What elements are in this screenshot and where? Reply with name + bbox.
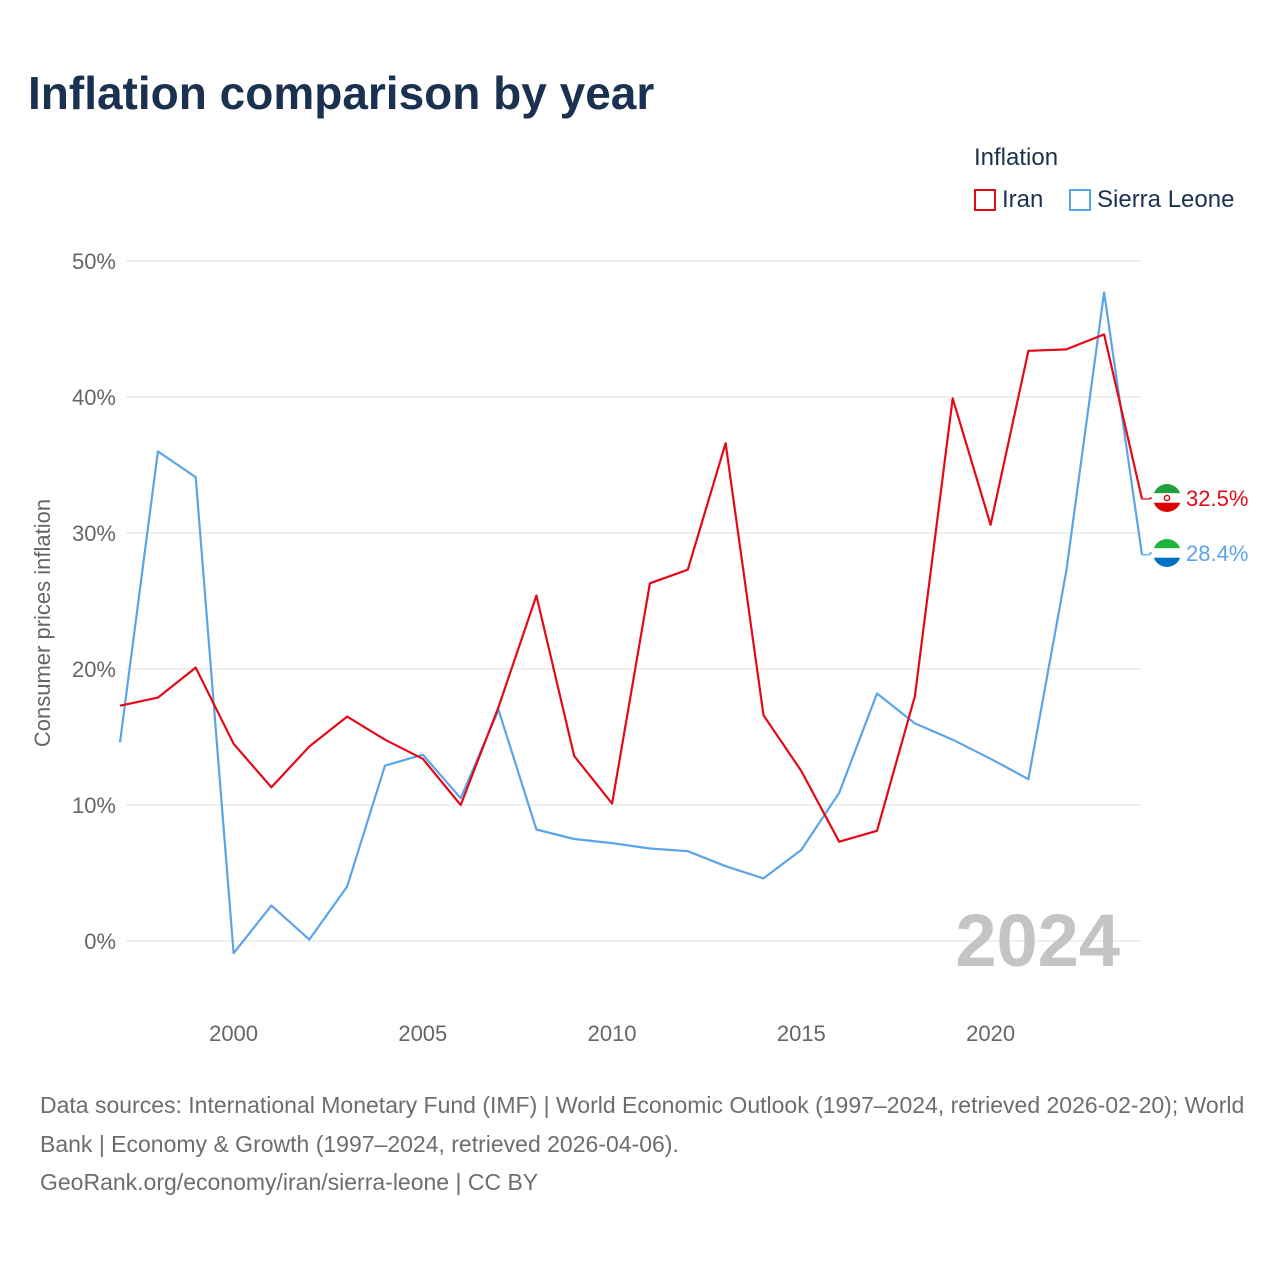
legend-title: Inflation <box>974 144 1059 171</box>
legend-item-iran[interactable]: Iran <box>974 186 1043 214</box>
x-tick-label: 2005 <box>398 1021 447 1046</box>
legend-label-iran: Iran <box>1002 186 1044 213</box>
x-tick-label: 2015 <box>777 1021 826 1046</box>
source-note: Data sources: International Monetary Fun… <box>40 1086 1250 1202</box>
x-tick-label: 2000 <box>209 1021 258 1046</box>
legend-swatch-sierra-leone <box>1069 189 1091 211</box>
year-watermark: 2024 <box>955 899 1120 982</box>
y-tick-label: 40% <box>72 385 116 410</box>
y-tick-label: 10% <box>72 793 116 818</box>
legend-swatch-iran <box>974 189 996 211</box>
source-text: Data sources: International Monetary Fun… <box>40 1092 1245 1157</box>
end-label-connector <box>1142 552 1152 556</box>
series-line-sierra-leone[interactable] <box>118 291 1144 955</box>
y-tick-label: 0% <box>84 929 116 954</box>
legend-label-sierra-leone: Sierra Leone <box>1097 186 1235 213</box>
y-tick-label: 50% <box>72 249 116 274</box>
x-tick-label: 2010 <box>588 1021 637 1046</box>
end-value-label-iran: 32.5% <box>1186 486 1248 511</box>
end-value-label-sierra-leone: 28.4% <box>1186 541 1248 566</box>
series-line-iran[interactable] <box>119 333 1144 843</box>
y-tick-label: 20% <box>72 657 116 682</box>
line-chart: 0% 10% 20% 30% 40% 50% 2000 2005 2010 2015 2020 Co… <box>30 249 1248 1046</box>
page-title: Inflation comparison by year <box>28 67 655 119</box>
y-tick-label: 30% <box>72 521 116 546</box>
y-axis-label: Consumer prices inflation <box>30 499 55 747</box>
legend-item-sierra-leone[interactable]: Sierra Leone <box>1069 186 1234 214</box>
x-tick-label: 2020 <box>966 1021 1015 1046</box>
iran-flag-icon <box>1153 484 1181 512</box>
source-link[interactable]: GeoRank.org/economy/iran/sierra-leone | … <box>40 1169 539 1195</box>
end-label-connector <box>1142 497 1152 500</box>
sierra-leone-flag-icon <box>1153 539 1181 567</box>
